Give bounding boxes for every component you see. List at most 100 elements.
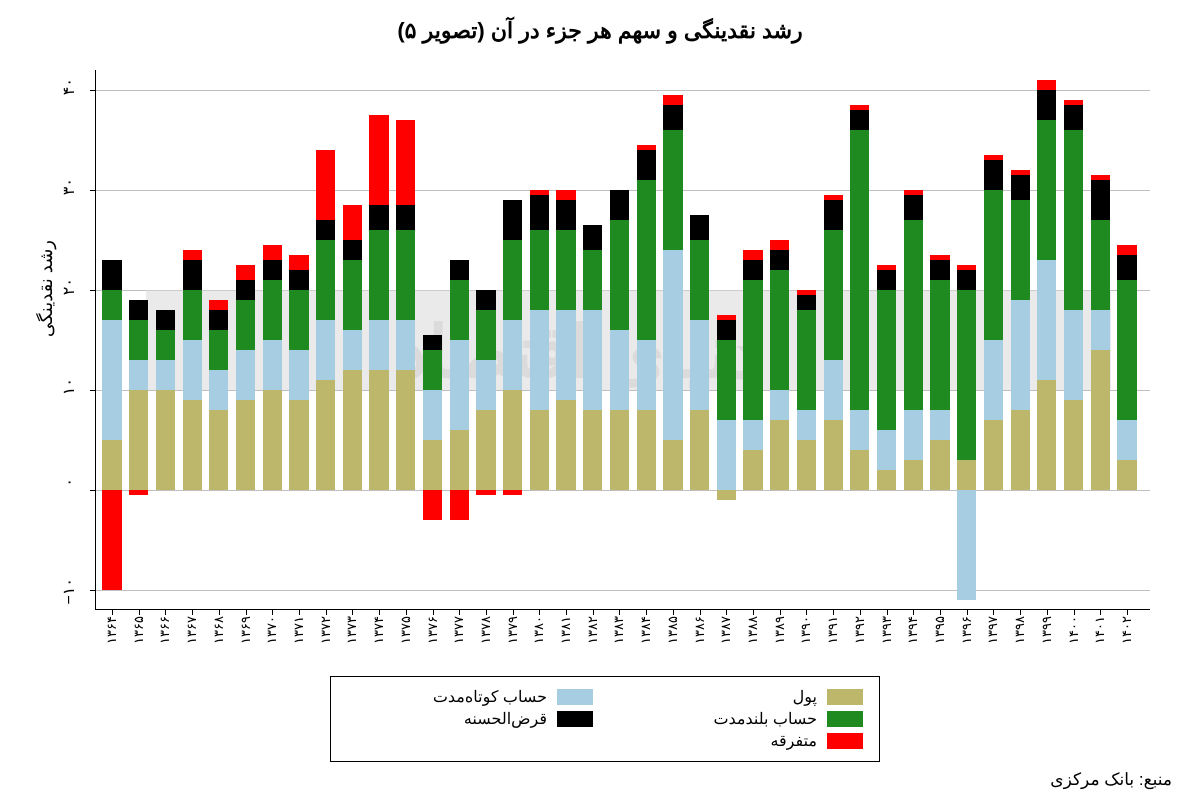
bar-segment-misc [530,190,549,195]
bar-segment-pool [743,450,762,490]
legend-item-long: حساب بلندمدت [617,709,863,729]
bar-segment-misc [770,240,789,250]
bar-segment-long [1064,130,1083,310]
bar-segment-short [236,350,255,400]
bar [369,70,388,609]
bar-segment-pool [503,390,522,490]
bar-segment-pool [904,460,923,490]
legend-label: پول [793,687,817,707]
x-tick-label: ۱۴۰۱ [1092,616,1107,644]
legend-swatch [557,689,593,705]
x-tick-label: ۱۳۸۸ [745,616,760,644]
bar-segment-qarz [797,295,816,310]
bar [1064,70,1083,609]
x-tick-label: ۱۳۷۸ [478,616,493,644]
bar-segment-short [610,330,629,410]
bar-segment-long [556,230,575,310]
bar-segment-short [450,340,469,430]
bar-segment-pool [530,410,549,490]
bar-segment-qarz [503,200,522,240]
bar [663,70,682,609]
bar-segment-qarz [984,160,1003,190]
y-tick-label: ۳۰ [60,178,90,195]
legend-label: حساب بلندمدت [713,709,817,729]
bar [610,70,629,609]
bar-segment-misc [369,115,388,205]
bar-segment-pool [1037,380,1056,490]
bar-segment-pool [1091,350,1110,490]
bar-segment-short [423,390,442,440]
bar-segment-long [236,300,255,350]
x-tick-label: ۱۳۹۱ [825,616,840,644]
bar-segment-pool [877,470,896,490]
bar-segment-short [663,250,682,440]
bar-segment-qarz [850,110,869,130]
x-tick-label: ۱۳۸۹ [772,616,787,644]
bar-segment-pool [770,420,789,490]
bar-segment-long [1117,280,1136,420]
bar-segment-misc [1011,170,1030,175]
bar [129,70,148,609]
bar-segment-misc [1037,80,1056,90]
bar-segment-short [263,340,282,390]
bar-segment-misc [717,315,736,320]
x-tick-label: ۱۳۹۸ [1012,616,1027,644]
bar-segment-short [129,360,148,390]
bar [263,70,282,609]
bar [236,70,255,609]
bar-segment-misc [476,490,495,495]
bar-segment-pool [209,410,228,490]
bar-segment-pool [263,390,282,490]
bar-segment-qarz [396,205,415,230]
bar-segment-short [637,340,656,410]
bar-segment-long [1091,220,1110,310]
y-tick-label: ۲۰ [60,278,90,295]
bar [957,70,976,609]
x-tick-label: ۱۴۰۲ [1119,616,1134,644]
bar-segment-qarz [1011,175,1030,200]
bar-segment-qarz [583,225,602,250]
bar-segment-misc [1117,245,1136,255]
bar-segment-short [209,370,228,410]
bar-segment-pool [423,440,442,490]
y-tick-label: ۰ [60,478,90,487]
x-tick-label: ۱۳۸۲ [585,616,600,644]
bar-segment-qarz [877,270,896,290]
bar [904,70,923,609]
bar-segment-long [450,280,469,340]
bar-segment-misc [450,490,469,520]
x-tick-label: ۱۳۷۲ [318,616,333,644]
bar-segment-long [530,230,549,310]
bar [156,70,175,609]
bar [503,70,522,609]
bar [877,70,896,609]
bar [183,70,202,609]
x-tick-label: ۱۳۸۳ [611,616,626,644]
legend-swatch [557,711,593,727]
bar-segment-misc [183,250,202,260]
bar [316,70,335,609]
bar-segment-misc [316,150,335,220]
bar-segment-long [637,180,656,340]
bar-segment-pool [1011,410,1030,490]
bar-segment-misc [263,245,282,260]
bar-segment-qarz [824,200,843,230]
x-tick-label: ۱۳۶۴ [104,616,119,644]
x-tick-label: ۱۴۰۰ [1066,616,1081,644]
y-axis-label: رشد نقدینگی [35,240,57,337]
bar-segment-pool [984,420,1003,490]
bar [850,70,869,609]
bar-segment-misc [129,490,148,495]
bar-segment-short [343,330,362,370]
x-tick-label: ۱۳۸۰ [531,616,546,644]
bar-segment-short [289,350,308,400]
bar-segment-pool [663,440,682,490]
bar-segment-pool [396,370,415,490]
bar-segment-misc [556,190,575,200]
bar-segment-qarz [1064,105,1083,130]
bar-segment-misc [824,195,843,200]
bar-segment-misc [904,190,923,195]
bar [984,70,1003,609]
bar-segment-pool [102,440,121,490]
bar-segment-qarz [743,260,762,280]
